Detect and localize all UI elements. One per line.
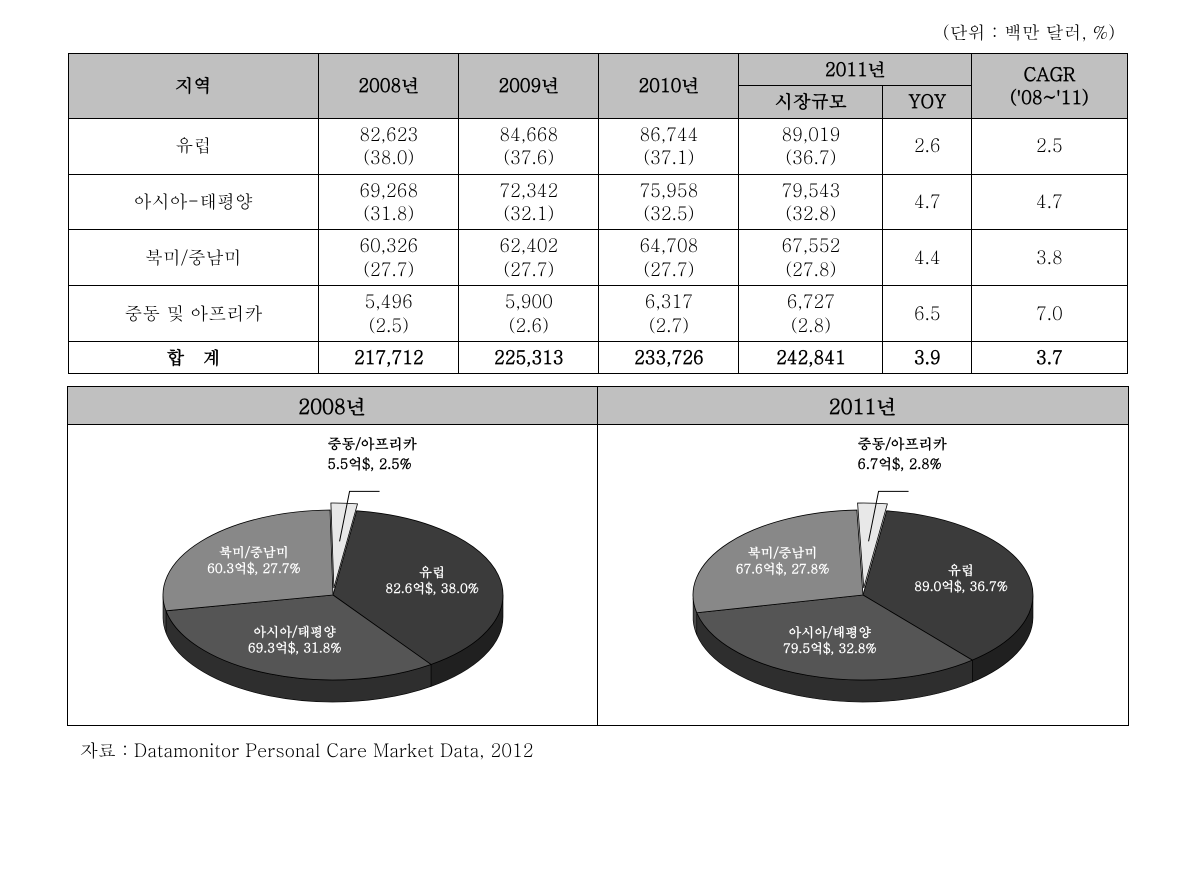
callout-2011: 중동/아프리카 6.7억$, 2.8% <box>858 433 947 473</box>
cell-cagr: 4.7 <box>972 174 1127 230</box>
cell: 84,668(37.6) <box>459 118 599 174</box>
cell: 6,727(2.8) <box>739 286 883 342</box>
th-2011: 2011년 <box>739 54 972 86</box>
cell-yoy: 6.5 <box>883 286 972 342</box>
cell: 62,402(27.7) <box>459 230 599 286</box>
cell-yoy: 3.9 <box>883 341 972 373</box>
chart-title-2011: 2011년 <box>598 387 1128 425</box>
table-row: 북미/중남미60,326(27.7)62,402(27.7)64,708(27.… <box>68 230 1127 286</box>
cell: 67,552(27.8) <box>739 230 883 286</box>
cell-region: 북미/중남미 <box>68 230 319 286</box>
cell-cagr: 2.5 <box>972 118 1127 174</box>
svg-text:82.6억$, 38.0%: 82.6억$, 38.0% <box>385 578 479 597</box>
cell-cagr: 3.8 <box>972 230 1127 286</box>
table-row: 유럽82,623(38.0)84,668(37.6)86,744(37.1)89… <box>68 118 1127 174</box>
svg-text:67.6억$, 27.8%: 67.6억$, 27.8% <box>735 559 829 578</box>
svg-text:69.3억$, 31.8%: 69.3억$, 31.8% <box>247 638 341 657</box>
svg-text:60.3억$, 27.7%: 60.3억$, 27.7% <box>207 558 301 577</box>
chart-title-2008: 2008년 <box>68 387 597 425</box>
th-yoy: YOY <box>883 86 972 118</box>
svg-text:89.0억$, 36.7%: 89.0억$, 36.7% <box>914 576 1008 595</box>
callout-line2: 6.7억$, 2.8% <box>858 453 947 473</box>
chart-col-2011: 2011년 유럽89.0억$, 36.7%아시아/태평양79.5억$, 32.8… <box>598 387 1128 725</box>
cell: 225,313 <box>459 341 599 373</box>
cell: 69,268(31.8) <box>319 174 459 230</box>
cell: 72,342(32.1) <box>459 174 599 230</box>
table-row-total: 합 계217,712225,313233,726242,8413.93.7 <box>68 341 1127 373</box>
cell: 86,744(37.1) <box>599 118 739 174</box>
callout-2008: 중동/아프리카 5.5억$, 2.5% <box>328 433 417 473</box>
market-table: 지역 2008년 2009년 2010년 2011년 CAGR ('08~'11… <box>68 53 1128 374</box>
th-2008: 2008년 <box>319 54 459 119</box>
cell: 217,712 <box>319 341 459 373</box>
callout-line1: 중동/아프리카 <box>328 433 417 453</box>
cell: 5,496(2.5) <box>319 286 459 342</box>
cell: 242,841 <box>739 341 883 373</box>
cell-cagr: 7.0 <box>972 286 1127 342</box>
cell: 5,900(2.6) <box>459 286 599 342</box>
cell: 75,958(32.5) <box>599 174 739 230</box>
cell-region: 중동 및 아프리카 <box>68 286 319 342</box>
cell-region: 유럽 <box>68 118 319 174</box>
cell: 60,326(27.7) <box>319 230 459 286</box>
chart-body-2011: 유럽89.0억$, 36.7%아시아/태평양79.5억$, 32.8%북미/중남… <box>598 425 1128 725</box>
th-2009: 2009년 <box>459 54 599 119</box>
cell-yoy: 2.6 <box>883 118 972 174</box>
cell-cagr: 3.7 <box>972 341 1127 373</box>
chart-col-2008: 2008년 유럽82.6억$, 38.0%아시아/태평양69.3억$, 31.8… <box>68 387 598 725</box>
table-row: 아시아-태평양69,268(31.8)72,342(32.1)75,958(32… <box>68 174 1127 230</box>
table-body: 유럽82,623(38.0)84,668(37.6)86,744(37.1)89… <box>68 118 1127 374</box>
cell: 6,317(2.7) <box>599 286 739 342</box>
svg-text:79.5억$, 32.8%: 79.5억$, 32.8% <box>783 639 877 658</box>
chart-body-2008: 유럽82.6억$, 38.0%아시아/태평양69.3억$, 31.8%북미/중남… <box>68 425 597 725</box>
th-market: 시장규모 <box>739 86 883 118</box>
callout-line1: 중동/아프리카 <box>858 433 947 453</box>
th-2010: 2010년 <box>599 54 739 119</box>
th-region: 지역 <box>68 54 319 119</box>
cell: 64,708(27.7) <box>599 230 739 286</box>
callout-line2: 5.5억$, 2.5% <box>328 453 417 473</box>
cell: 89,019(36.7) <box>739 118 883 174</box>
cell: 79,543(32.8) <box>739 174 883 230</box>
source-text: 자료 : Datamonitor Personal Care Market Da… <box>80 738 1155 763</box>
cell: 233,726 <box>599 341 739 373</box>
cell-region: 합 계 <box>68 341 319 373</box>
charts-container: 2008년 유럽82.6억$, 38.0%아시아/태평양69.3억$, 31.8… <box>67 386 1129 726</box>
cell-yoy: 4.7 <box>883 174 972 230</box>
table-row: 중동 및 아프리카5,496(2.5)5,900(2.6)6,317(2.7)6… <box>68 286 1127 342</box>
cell-yoy: 4.4 <box>883 230 972 286</box>
cell-region: 아시아-태평양 <box>68 174 319 230</box>
cell: 82,623(38.0) <box>319 118 459 174</box>
unit-text: (단위 : 백만 달러, %) <box>40 20 1115 45</box>
th-cagr: CAGR ('08~'11) <box>972 54 1127 119</box>
